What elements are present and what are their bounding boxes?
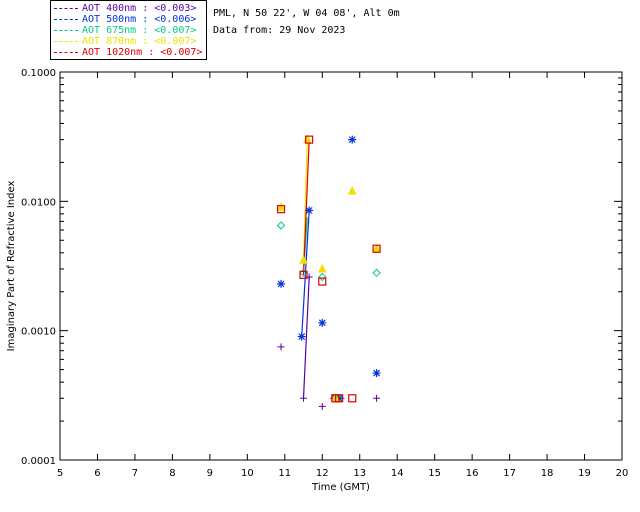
y-tick-label: 0.0001 xyxy=(21,456,56,467)
point-400nm xyxy=(277,343,285,351)
series-line-400nm xyxy=(302,276,310,399)
series-line-500nm xyxy=(301,210,310,337)
y-axis-label: Imaginary Part of Refractive Index xyxy=(6,181,17,352)
point-870nm xyxy=(299,255,308,264)
date-info: Data from: 29 Nov 2023 xyxy=(213,25,346,36)
legend-swatch xyxy=(54,7,78,9)
x-tick-label: 19 xyxy=(578,468,591,479)
series-line-870nm xyxy=(302,139,308,261)
point-1020nm xyxy=(276,205,286,214)
point-1020nm xyxy=(372,244,381,253)
x-tick-label: 12 xyxy=(316,468,329,479)
point-500nm xyxy=(348,135,357,144)
legend-item-400nm: AOT 400nm : <0.003> xyxy=(54,3,196,15)
x-tick-label: 9 xyxy=(207,468,213,479)
x-tick-label: 11 xyxy=(278,468,291,479)
legend-swatch xyxy=(54,29,78,31)
point-870nm xyxy=(347,185,357,195)
legend-swatch xyxy=(54,51,78,53)
x-tick-label: 20 xyxy=(616,468,629,479)
legend-label: AOT 500nm : <0.006> xyxy=(82,14,197,25)
x-tick-label: 18 xyxy=(541,468,554,479)
legend-swatch xyxy=(54,40,78,42)
legend-item-500nm: AOT 500nm : <0.006> xyxy=(54,14,196,26)
legend-swatch xyxy=(54,18,78,20)
point-500nm xyxy=(297,332,306,341)
legend-label: AOT 1020nm : <0.007> xyxy=(82,47,203,58)
point-1020nm xyxy=(348,394,357,403)
point-675nm xyxy=(372,268,381,278)
point-675nm xyxy=(318,272,327,282)
legend-item-870nm: AOT 870nm : <0.007> xyxy=(54,36,196,48)
point-1020nm xyxy=(335,394,344,403)
y-tick-label: 0.0100 xyxy=(21,197,56,208)
point-400nm xyxy=(300,394,308,402)
point-400nm xyxy=(373,394,381,402)
point-870nm xyxy=(276,202,286,211)
legend-label: AOT 675nm : <0.007> xyxy=(82,25,197,36)
point-1020nm xyxy=(299,270,308,279)
point-870nm xyxy=(317,263,327,273)
point-500nm xyxy=(305,206,314,215)
x-tick-label: 10 xyxy=(241,468,254,479)
point-500nm xyxy=(277,279,286,288)
x-tick-label: 8 xyxy=(169,468,175,479)
point-500nm xyxy=(318,318,327,327)
point-500nm xyxy=(372,369,381,378)
legend-label: AOT 400nm : <0.003> xyxy=(82,3,197,14)
plot-frame xyxy=(59,71,623,461)
x-tick-label: 5 xyxy=(57,468,63,479)
x-axis-label: Time (GMT) xyxy=(311,482,370,493)
series-line-1020nm xyxy=(302,139,310,275)
legend: AOT 400nm : <0.003> AOT 500nm : <0.006> … xyxy=(50,0,207,60)
legend-item-675nm: AOT 675nm : <0.007> xyxy=(54,25,196,37)
point-1020nm xyxy=(305,135,314,144)
x-tick-label: 16 xyxy=(466,468,479,479)
point-675nm xyxy=(276,221,286,230)
x-tick-label: 7 xyxy=(132,468,138,479)
y-tick-label: 0.1000 xyxy=(21,68,56,79)
y-tick-label: 0.0010 xyxy=(21,327,56,338)
site-info: PML, N 50 22', W 04 08', Alt 0m xyxy=(213,8,400,19)
legend-item-1020nm: AOT 1020nm : <0.007> xyxy=(54,47,202,59)
x-tick-label: 15 xyxy=(428,468,441,479)
x-tick-label: 14 xyxy=(391,468,404,479)
x-tick-label: 13 xyxy=(353,468,366,479)
x-tick-label: 6 xyxy=(94,468,100,479)
x-tick-label: 17 xyxy=(503,468,516,479)
point-400nm xyxy=(318,402,326,410)
point-1020nm xyxy=(318,277,327,286)
legend-label: AOT 870nm : <0.007> xyxy=(82,36,197,47)
